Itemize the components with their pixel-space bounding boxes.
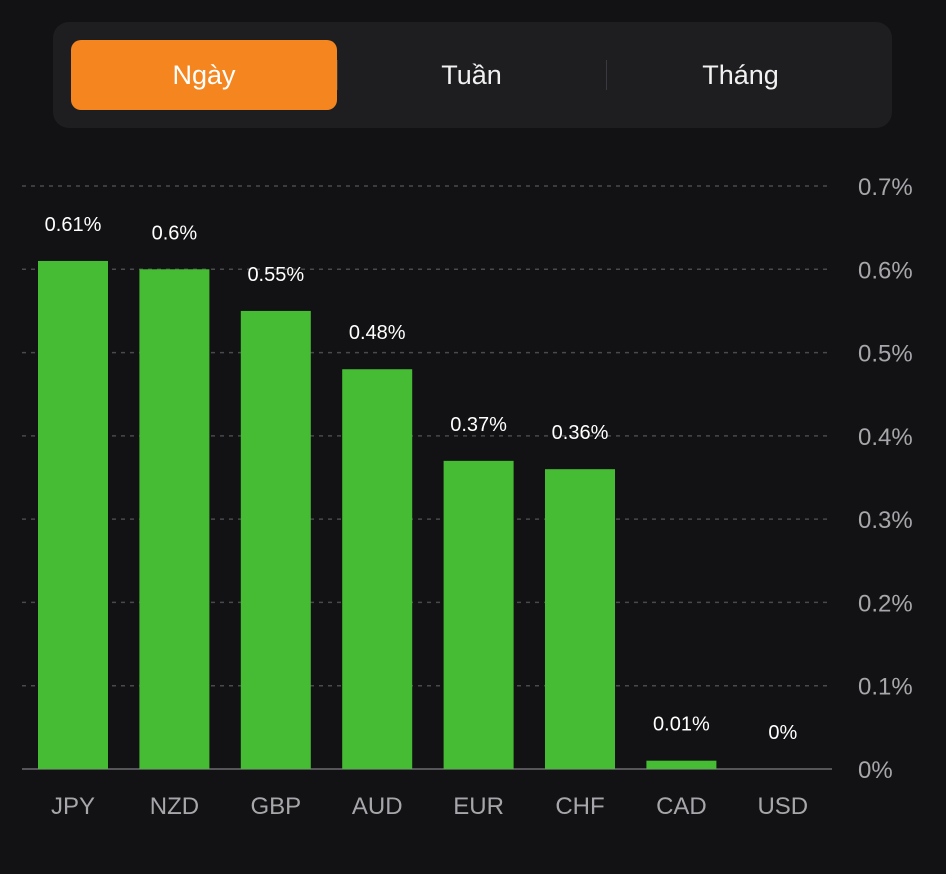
y-tick-label: 0% (858, 757, 893, 784)
x-tick-label: AUD (352, 793, 403, 820)
data-label: 0.37% (450, 414, 507, 436)
y-tick-label: 0.6% (858, 257, 913, 284)
x-tick-label: USD (757, 793, 808, 820)
data-label: 0.36% (552, 422, 609, 444)
period-segmented-control: Ngày Tuần Tháng (53, 22, 892, 128)
bar-jpy (38, 260, 108, 769)
x-tick-label: GBP (250, 793, 301, 820)
bar-cad (646, 760, 717, 769)
bar-chf (545, 469, 615, 769)
tab-day[interactable]: Ngày (71, 40, 337, 110)
bar-nzd (139, 269, 210, 769)
data-label: 0.55% (247, 264, 304, 286)
bar-aud (342, 369, 413, 769)
y-tick-label: 0.7% (858, 174, 913, 201)
data-label: 0.01% (653, 714, 710, 736)
data-label: 0.61% (45, 214, 102, 236)
y-tick-label: 0.4% (858, 424, 913, 451)
data-label: 0.6% (152, 222, 198, 244)
tab-divider (606, 60, 607, 90)
bar-gbp (240, 310, 311, 769)
x-tick-label: JPY (51, 793, 95, 820)
y-tick-label: 0.1% (858, 674, 913, 701)
bar-eur (443, 460, 514, 769)
x-tick-label: EUR (453, 793, 504, 820)
data-label: 0% (768, 722, 797, 744)
tab-divider (337, 60, 338, 90)
data-label: 0.48% (349, 322, 406, 344)
x-tick-label: CHF (555, 793, 604, 820)
y-tick-label: 0.3% (858, 507, 913, 534)
y-tick-label: 0.2% (858, 590, 913, 617)
x-tick-label: NZD (150, 793, 199, 820)
tab-month[interactable]: Tháng (702, 59, 779, 90)
x-tick-label: CAD (656, 793, 707, 820)
tab-week[interactable]: Tuần (441, 59, 502, 90)
y-tick-label: 0.5% (858, 341, 913, 368)
